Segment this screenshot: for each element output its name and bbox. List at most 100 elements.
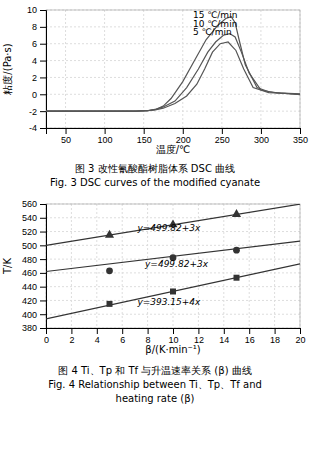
tick-label: -4	[29, 123, 37, 133]
tick-label: -2	[29, 107, 37, 117]
tick: 50	[61, 128, 71, 145]
tick-label: 6	[120, 335, 125, 345]
tick-label: 420	[22, 296, 37, 306]
tick-label: 500	[22, 241, 37, 251]
grid-line	[46, 26, 300, 27]
grid-line	[122, 204, 123, 328]
tick-label: 4	[32, 56, 37, 66]
tick-label: 100	[98, 135, 113, 145]
annotation: y=499.82+3x	[144, 259, 209, 269]
tick-mark	[40, 218, 46, 219]
tick: 2	[69, 328, 74, 345]
tick-label: 380	[22, 323, 37, 333]
tick: 18	[270, 328, 280, 345]
tick-label: 18	[270, 335, 280, 345]
point	[107, 301, 113, 307]
line	[46, 204, 300, 245]
tick-mark	[40, 77, 46, 78]
annotations: y=499.82+3xy=499.82+3xy=393.15+4x	[136, 223, 208, 307]
tick-mark	[249, 328, 250, 334]
point	[106, 267, 113, 274]
tick: 6	[32, 39, 46, 49]
tick-label: 250	[215, 135, 230, 145]
tick-label: 2	[32, 73, 37, 83]
plot-frame	[46, 204, 300, 328]
tick: 250	[215, 128, 230, 145]
tick-label: 480	[22, 254, 37, 264]
marks	[46, 17, 300, 111]
line	[46, 241, 300, 271]
chart: 50100150200250300350-4-20246810温度/℃粘度/(P…	[2, 5, 308, 188]
tick: 200	[176, 128, 191, 145]
tick-mark	[40, 27, 46, 28]
axis-line	[40, 11, 47, 129]
tick-mark	[144, 128, 145, 134]
tick: 520	[22, 227, 46, 237]
axis-line	[47, 129, 301, 135]
line	[46, 34, 300, 112]
tick-mark	[66, 128, 67, 134]
point	[170, 288, 176, 294]
subtitle: heating rate (β)	[116, 393, 195, 404]
tick: 380	[22, 323, 46, 333]
x-axis-title: 温度/℃	[156, 144, 191, 155]
tick: 6	[120, 328, 125, 345]
tick-label: 0	[32, 90, 37, 100]
tick-mark	[40, 328, 46, 329]
tick: 480	[22, 254, 46, 264]
subtitle: Fig. 3 DSC curves of the modified cyanat…	[50, 177, 260, 188]
tick-label: 400	[22, 310, 37, 320]
tick-mark	[105, 128, 106, 134]
tick: 8	[32, 22, 46, 32]
grid-line	[182, 10, 183, 128]
tick-mark	[300, 128, 301, 134]
x-axis-title: β/(K·min⁻¹)	[145, 344, 201, 355]
tick-mark	[40, 111, 46, 112]
axis-line	[47, 329, 301, 335]
point	[233, 247, 240, 254]
tick-label: 350	[293, 135, 308, 145]
tick-mark	[40, 245, 46, 246]
grid-line	[104, 10, 105, 128]
y-axis: -4-20246810	[27, 5, 47, 133]
tick-mark	[261, 128, 262, 134]
subtitle: Fig. 4 Relationship between Ti、Tp、Tf and	[48, 379, 262, 390]
line	[46, 264, 300, 319]
tick-label: 50	[61, 135, 71, 145]
tick-label: 8	[32, 22, 37, 32]
tick-label: 16	[245, 335, 255, 345]
line	[46, 17, 300, 111]
tick: 350	[293, 128, 308, 145]
tick: 20	[295, 328, 305, 345]
x-axis: 02468101214161820	[44, 328, 306, 345]
tick-mark	[40, 94, 46, 95]
tick: 400	[22, 310, 46, 320]
tick: 420	[22, 296, 46, 306]
grid-line	[65, 10, 66, 128]
tick-label: 520	[22, 227, 37, 237]
point	[234, 275, 240, 281]
tick-label: 20	[295, 335, 305, 345]
tick-label: 560	[22, 199, 37, 209]
tick-mark	[71, 328, 72, 334]
tick-mark	[40, 128, 46, 129]
point	[232, 209, 241, 217]
tick-mark	[40, 44, 46, 45]
annotation: y=393.15+4x	[136, 297, 201, 307]
grid-line	[71, 204, 72, 328]
chart: 0246810121416182038040042044046048050052…	[2, 199, 306, 404]
tick-mark	[40, 232, 46, 233]
grid-line	[46, 77, 300, 78]
tick-label: 2	[69, 335, 74, 345]
tick: 2	[32, 73, 46, 83]
tick-label: 460	[22, 268, 37, 278]
line	[46, 42, 300, 111]
tick: 100	[98, 128, 113, 145]
tick: 14	[219, 328, 229, 345]
tick-mark	[40, 314, 46, 315]
tick-mark	[173, 328, 174, 334]
tick-mark	[275, 328, 276, 334]
tick: 300	[254, 128, 269, 145]
tick-mark	[40, 273, 46, 274]
grid-line	[274, 204, 275, 328]
